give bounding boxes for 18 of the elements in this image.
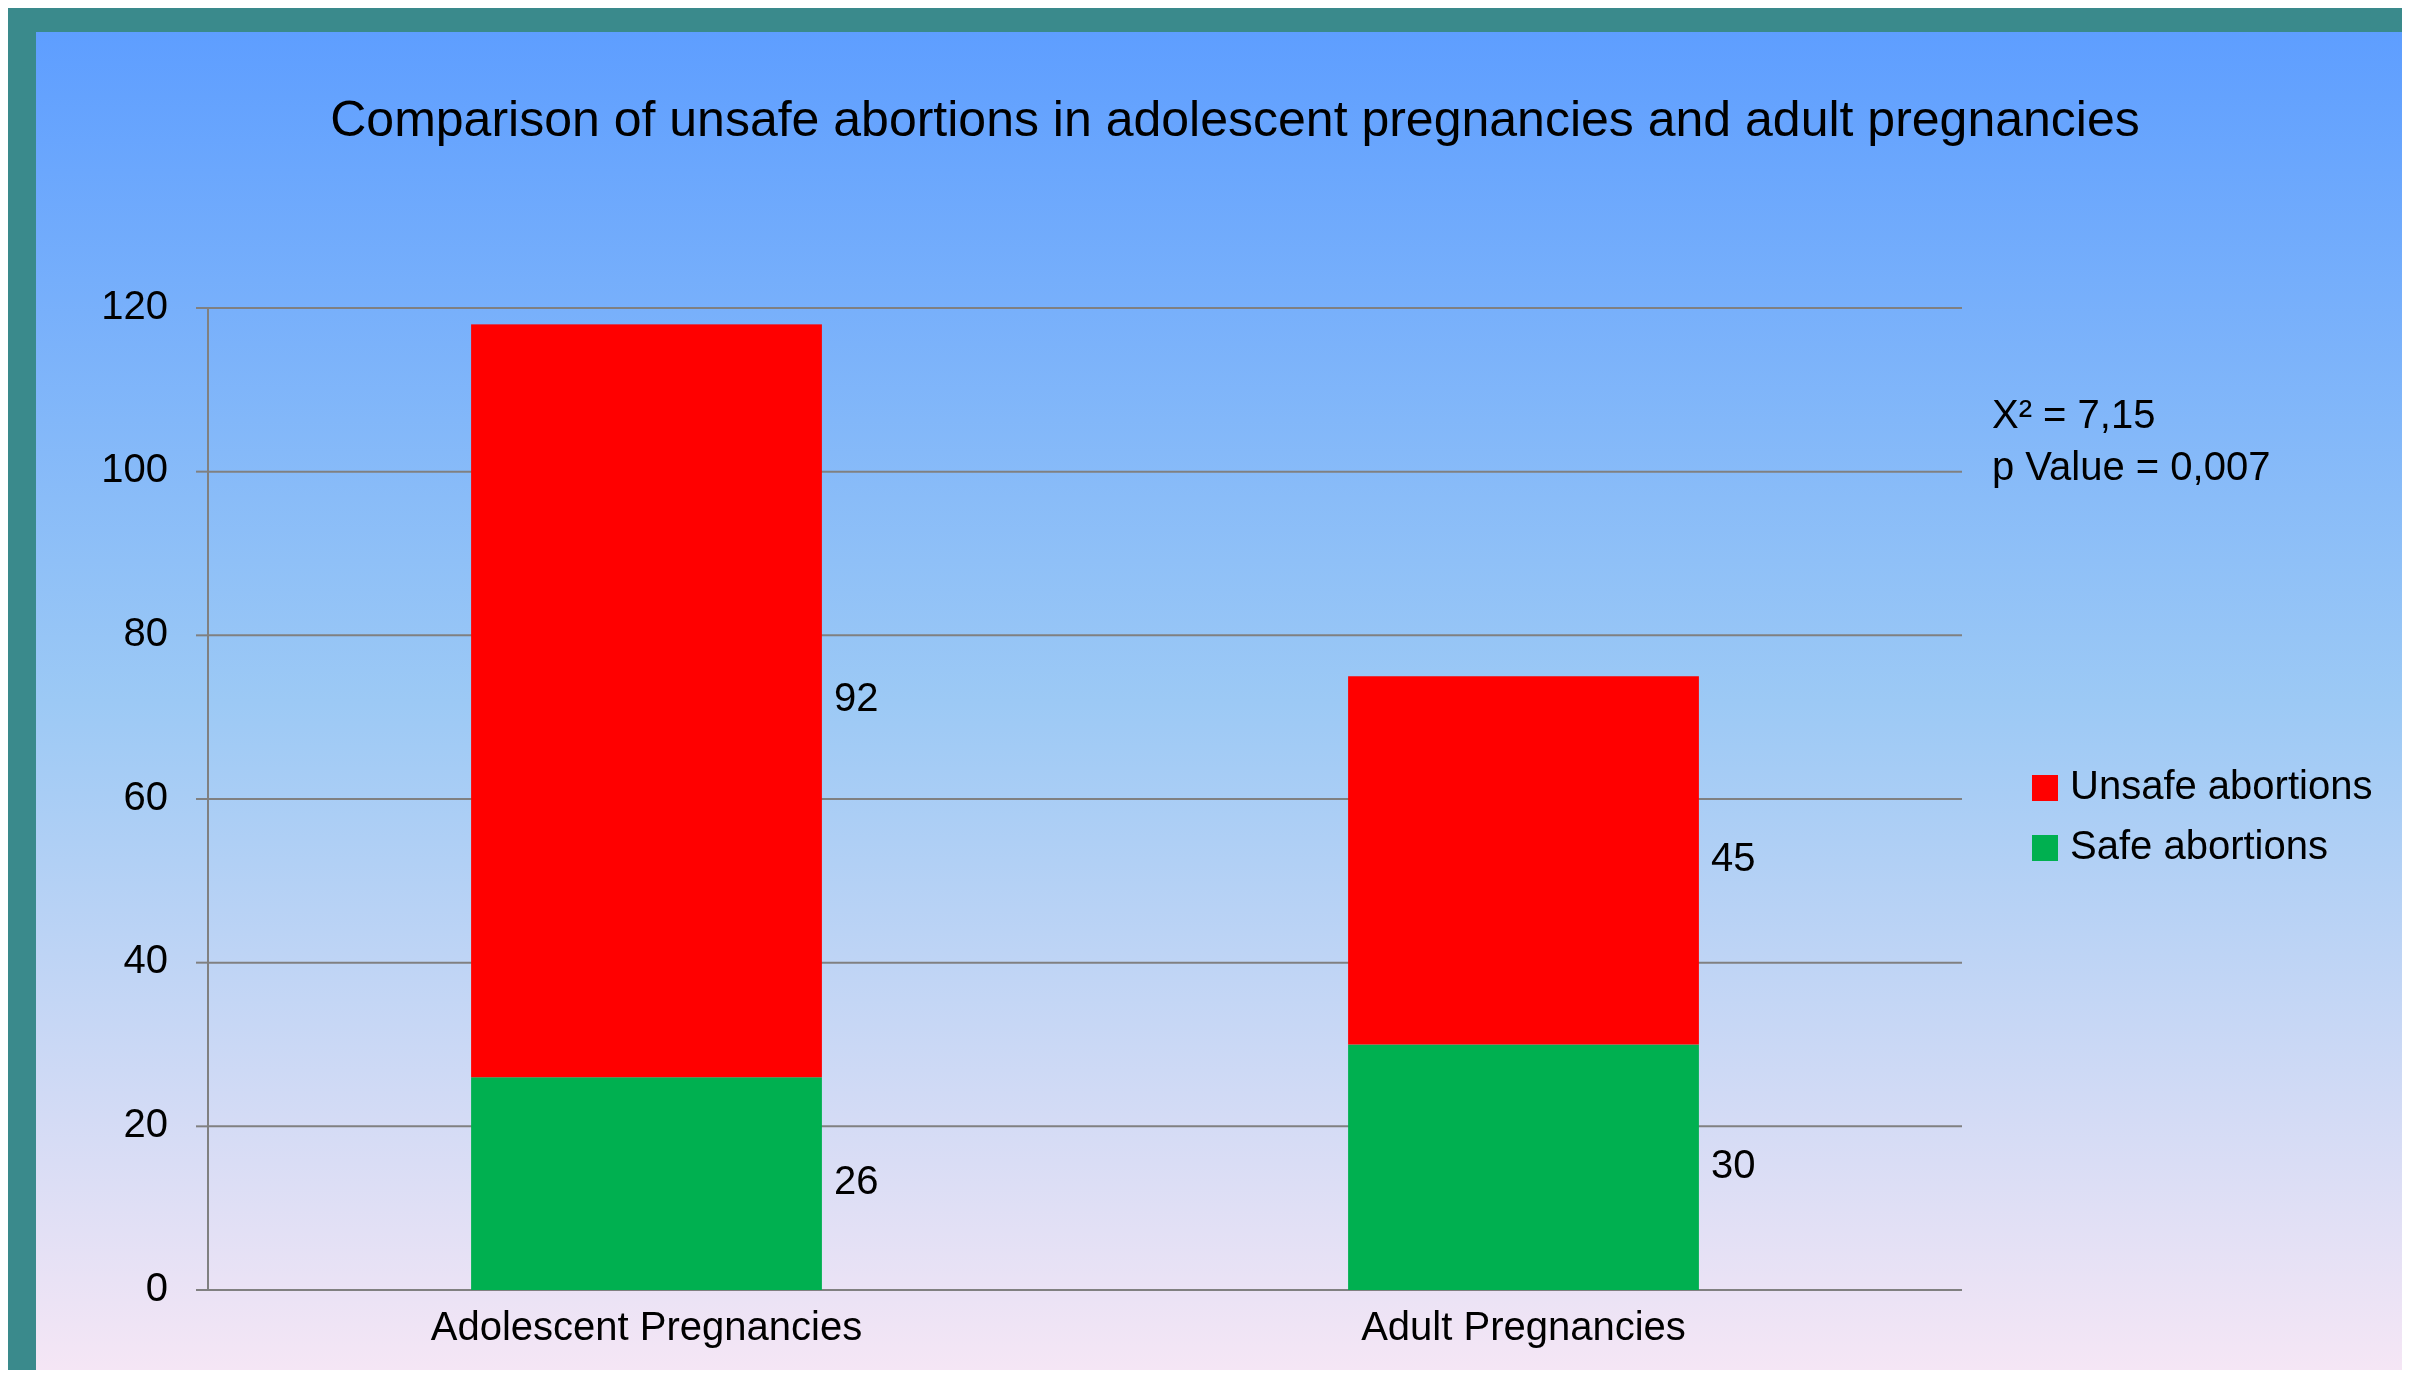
- data-label: 45: [1710, 834, 1756, 879]
- y-tick-label: 20: [123, 1100, 168, 1145]
- y-tick-label: 0: [145, 1264, 168, 1309]
- x-tick-label: Adolescent Pregnancies: [430, 1304, 863, 1348]
- y-tick-label: 120: [101, 282, 168, 327]
- data-label: 30: [1710, 1141, 1756, 1186]
- x-tick-label: Adult Pregnancies: [1361, 1304, 1686, 1348]
- text: X² = 7,15: [1992, 392, 2156, 436]
- text: p Value = 0,007: [1992, 444, 2271, 488]
- chart-title: Comparison of unsafe abortions in adolescent pregnancies and adult pregnancies: [330, 91, 2140, 147]
- y-tick-label: 80: [123, 609, 168, 654]
- data-label: 92: [833, 675, 879, 720]
- y-tick-label: 40: [123, 937, 168, 982]
- y-tick-label: 60: [123, 773, 168, 818]
- legend-label: Unsafe abortions: [2070, 762, 2373, 807]
- y-tick-label: 100: [101, 446, 168, 491]
- data-label: 26: [833, 1158, 879, 1203]
- legend-label: Safe abortions: [2070, 822, 2328, 867]
